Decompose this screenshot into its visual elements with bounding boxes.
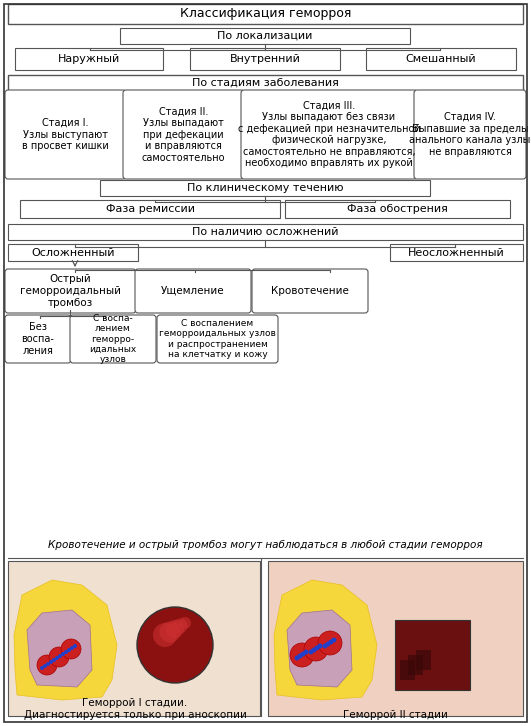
Text: Стадия IV.
Выпавшие за пределы
анального канала узлы
не вправляются: Стадия IV. Выпавшие за пределы анального…	[409, 112, 530, 157]
Circle shape	[37, 655, 57, 675]
Bar	[8, 244, 138, 261]
Circle shape	[64, 650, 68, 654]
Circle shape	[309, 650, 313, 655]
Bar	[366, 48, 516, 70]
Circle shape	[318, 631, 342, 655]
Circle shape	[159, 621, 181, 643]
Circle shape	[326, 642, 330, 646]
Bar	[8, 4, 523, 24]
Text: Ущемление: Ущемление	[161, 286, 225, 296]
Bar	[100, 180, 430, 196]
Bar	[416, 650, 431, 670]
FancyBboxPatch shape	[5, 269, 136, 313]
Text: Без
воспа-
ления: Без воспа- ления	[22, 322, 55, 356]
Circle shape	[73, 644, 77, 648]
Polygon shape	[287, 610, 352, 687]
FancyBboxPatch shape	[414, 90, 526, 179]
Text: Стадия II.
Узлы выпадают
при дефекации
и вправляются
самостоятельно: Стадия II. Узлы выпадают при дефекации и…	[142, 106, 225, 163]
Text: Стадия I.
Узлы выступают
в просвет кишки: Стадия I. Узлы выступают в просвет кишки	[22, 118, 109, 151]
Circle shape	[55, 656, 59, 660]
Circle shape	[67, 648, 71, 652]
Circle shape	[49, 647, 69, 667]
Circle shape	[295, 656, 299, 661]
Circle shape	[331, 637, 337, 643]
Text: С воспалением
геморроидальных узлов
и распространением
на клетчатку и кожу: С воспалением геморроидальных узлов и ра…	[159, 319, 276, 359]
Circle shape	[304, 650, 309, 655]
Bar	[15, 48, 163, 70]
Bar	[120, 28, 410, 44]
FancyBboxPatch shape	[70, 315, 156, 363]
Circle shape	[46, 662, 50, 666]
Text: Наружный: Наружный	[58, 54, 120, 64]
Circle shape	[153, 623, 177, 647]
Circle shape	[137, 607, 213, 683]
Text: Классификация геморроя: Классификация геморроя	[180, 7, 351, 20]
Circle shape	[329, 640, 333, 645]
FancyBboxPatch shape	[135, 269, 251, 313]
Circle shape	[179, 617, 191, 629]
Text: Кровотечение: Кровотечение	[271, 286, 349, 296]
FancyBboxPatch shape	[123, 90, 244, 179]
Circle shape	[58, 654, 62, 658]
Text: По наличию осложнений: По наличию осложнений	[192, 227, 339, 237]
Circle shape	[61, 639, 81, 659]
Text: Фаза обострения: Фаза обострения	[347, 204, 448, 214]
Bar	[408, 655, 423, 675]
Bar	[8, 75, 523, 91]
Circle shape	[49, 660, 53, 664]
Bar	[8, 224, 523, 240]
Bar	[395, 620, 470, 690]
Circle shape	[301, 651, 305, 656]
Bar	[190, 48, 340, 70]
Circle shape	[312, 648, 316, 653]
Bar	[400, 660, 415, 680]
Text: Геморрой I стадии.
Диагностируется только при аноскопии: Геморрой I стадии. Диагностируется тольк…	[23, 698, 246, 720]
Circle shape	[290, 643, 314, 667]
FancyBboxPatch shape	[241, 90, 417, 179]
Text: Неосложненный: Неосложненный	[408, 248, 505, 258]
Text: Геморрой II стадии: Геморрой II стадии	[342, 710, 448, 720]
Text: Внутренний: Внутренний	[229, 54, 301, 64]
FancyBboxPatch shape	[252, 269, 368, 313]
Circle shape	[173, 619, 187, 634]
Text: Стадия III.
Узлы выпадают без связи
с дефекацией при незначительной
физической н: Стадия III. Узлы выпадают без связи с де…	[238, 100, 421, 168]
Text: Кровотечение и острый тромбоз могут наблюдаться в любой стадии геморроя: Кровотечение и острый тромбоз могут набл…	[48, 540, 482, 550]
Text: Острый
геморроидальный
тромбоз: Острый геморроидальный тромбоз	[20, 274, 121, 308]
Circle shape	[40, 666, 44, 670]
FancyBboxPatch shape	[157, 315, 278, 363]
FancyBboxPatch shape	[5, 90, 126, 179]
Text: Осложненный: Осложненный	[31, 248, 115, 258]
Bar	[285, 200, 510, 218]
Circle shape	[166, 620, 184, 638]
Bar	[8, 561, 260, 716]
Circle shape	[318, 643, 322, 648]
Text: По стадиям заболевания: По стадиям заболевания	[192, 78, 339, 88]
Text: Фаза ремиссии: Фаза ремиссии	[106, 204, 194, 214]
Circle shape	[43, 664, 47, 668]
Text: С воспа-
лением
геморро-
идальных
узлов: С воспа- лением геморро- идальных узлов	[89, 314, 136, 364]
Bar	[268, 561, 523, 716]
Polygon shape	[14, 580, 117, 700]
Text: По локализации: По локализации	[217, 31, 313, 41]
Text: Смешанный: Смешанный	[406, 54, 476, 64]
Circle shape	[304, 637, 328, 661]
Circle shape	[70, 646, 74, 650]
Bar	[20, 200, 280, 218]
Circle shape	[297, 653, 303, 658]
Circle shape	[52, 658, 56, 662]
Circle shape	[314, 645, 320, 650]
Polygon shape	[27, 610, 92, 687]
Polygon shape	[274, 580, 377, 700]
Circle shape	[322, 643, 328, 648]
Circle shape	[61, 652, 65, 656]
FancyBboxPatch shape	[5, 315, 71, 363]
Text: По клиническому течению: По клиническому течению	[187, 183, 343, 193]
Bar	[390, 244, 523, 261]
